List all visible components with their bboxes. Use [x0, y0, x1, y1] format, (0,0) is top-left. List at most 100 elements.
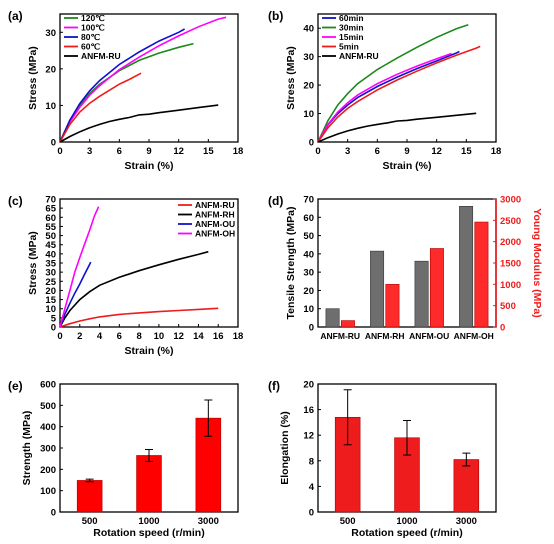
x-tick-label: 9: [146, 146, 151, 157]
legend-entry: ANFM-OU: [195, 219, 235, 229]
y-tick-label: 12: [303, 431, 314, 442]
bar-modulus: [340, 320, 355, 328]
y-tick-label: 50: [303, 231, 314, 242]
series-line-1: [317, 24, 469, 143]
chart-panel-1: 0 3 6 9 12 15 18 0 10 20 30 40 Strain (%) Stress (MPa…: [268, 9, 501, 172]
x-tick-label: 2: [77, 331, 82, 342]
panel-label: (c): [8, 194, 23, 208]
panel-label: (d): [268, 194, 283, 208]
legend-entry: 60min: [339, 13, 364, 23]
legend-entry: 5min: [339, 42, 359, 52]
legend-entry: ANFM-RU: [195, 200, 235, 210]
panel-label: (a): [8, 9, 23, 23]
bar: [453, 459, 480, 513]
y-tick-label: 0: [51, 138, 56, 149]
y-tick-label: 400: [40, 422, 56, 433]
y-axis-label: Stress (MPa): [285, 46, 297, 110]
series-line-2: [317, 52, 452, 143]
y-tick-label: 25: [45, 277, 56, 288]
y-tick-label: 20: [303, 286, 314, 297]
x-tick-label: 12: [173, 146, 184, 157]
y-tick-label: 10: [303, 304, 314, 315]
chart-panel-2: 0 2 4 6 8 10 12 14 16 180510152025303540455055606…: [8, 194, 243, 357]
series-line-3: [59, 206, 100, 328]
chart-panel-0: 0 3 6 9 12 15 18 0 10 20 30 Strain (%) Stress (MPa) (…: [8, 9, 243, 172]
x-tick-label: ANFM-OH: [454, 331, 494, 341]
y-right-tick-label: 500: [500, 301, 516, 312]
y-right-tick-label: 2000: [500, 237, 521, 248]
panel-label: (b): [268, 9, 283, 23]
x-tick-label: 18: [233, 331, 244, 342]
series-line-4: [317, 112, 477, 143]
series-line-3: [59, 72, 142, 143]
x-tick-label: 4: [97, 331, 103, 342]
x-tick-label: 500: [340, 516, 356, 527]
x-tick-label: 0: [57, 331, 62, 342]
x-tick-label: ANFM-RU: [320, 331, 360, 341]
bar-modulus: [429, 248, 444, 328]
y-tick-label: 16: [303, 405, 314, 416]
x-tick-label: 12: [431, 146, 442, 157]
bar-modulus: [385, 284, 400, 328]
x-tick-label: 3: [87, 146, 92, 157]
bar-strength: [459, 206, 474, 328]
legend-entry: 120℃: [81, 13, 105, 23]
series-line-0: [59, 307, 219, 328]
y-right-tick-label: 1500: [500, 259, 521, 270]
x-tick-label: 0: [315, 146, 320, 157]
x-tick-label: 12: [173, 331, 184, 342]
y-tick-label: 65: [45, 204, 56, 215]
legend-entry: 100℃: [81, 23, 105, 33]
series-line-3: [317, 45, 481, 143]
y-tick-label: 30: [303, 52, 314, 63]
y-tick-label: 10: [45, 101, 56, 112]
y-tick-label: 300: [40, 444, 56, 455]
x-axis-label: Rotation speed (r/min): [93, 527, 204, 539]
y-right-tick-label: 3000: [500, 195, 521, 206]
series-line-2: [59, 28, 185, 143]
y-axis-label: Strength (MPa): [21, 411, 33, 486]
x-tick-label: 9: [404, 146, 409, 157]
y-tick-label: 40: [303, 249, 314, 260]
x-tick-label: 10: [154, 331, 165, 342]
y-tick-label: 0: [309, 508, 314, 519]
y-right-tick-label: 1000: [500, 280, 521, 291]
panel-label: (e): [8, 379, 23, 393]
y-tick-label: 10: [45, 304, 56, 315]
chart-panel-5: 0 4 8 12 16 20 Rotation speed (r/min) Elongatio…: [268, 379, 497, 539]
y-tick-label: 0: [309, 138, 314, 149]
series-line-0: [317, 50, 460, 143]
bar-modulus: [474, 221, 489, 328]
y-tick-label: 20: [45, 64, 56, 75]
y-tick-label: 200: [40, 465, 56, 476]
y-tick-label: 70: [45, 195, 56, 206]
x-tick-label: 16: [213, 331, 224, 342]
y-tick-label: 60: [303, 213, 314, 224]
y-axis-label: Stress (MPa): [27, 231, 39, 295]
y-tick-label: 10: [303, 109, 314, 120]
series-line-2: [59, 261, 92, 328]
y-tick-label: 20: [303, 81, 314, 92]
x-tick-label: ANFM-RH: [365, 331, 405, 341]
x-tick-label: 18: [491, 146, 502, 157]
y-tick-label: 30: [303, 268, 314, 279]
y-right-tick-label: 2500: [500, 216, 521, 227]
y-axis-label: Tensile Strength (MPa): [285, 207, 297, 320]
y-tick-label: 8: [309, 456, 314, 467]
y-tick-label: 60: [45, 213, 56, 224]
legend-entry: 60℃: [81, 42, 100, 52]
x-axis-label: Strain (%): [382, 160, 431, 172]
y-tick-label: 50: [45, 231, 56, 242]
x-tick-label: 3000: [198, 516, 219, 527]
legend-entry: 30min: [339, 23, 364, 33]
y-tick-label: 0: [51, 508, 56, 519]
x-tick-label: 3: [345, 146, 350, 157]
y-tick-label: 4: [309, 482, 315, 493]
series-line-1: [59, 16, 227, 143]
y-tick-label: 35: [45, 259, 56, 270]
x-tick-label: 3000: [456, 516, 477, 527]
x-tick-label: 15: [461, 146, 472, 157]
y-tick-label: 600: [40, 380, 56, 391]
y-right-axis-label: Young Modulus (MPa): [531, 208, 543, 317]
x-tick-label: 6: [375, 146, 380, 157]
